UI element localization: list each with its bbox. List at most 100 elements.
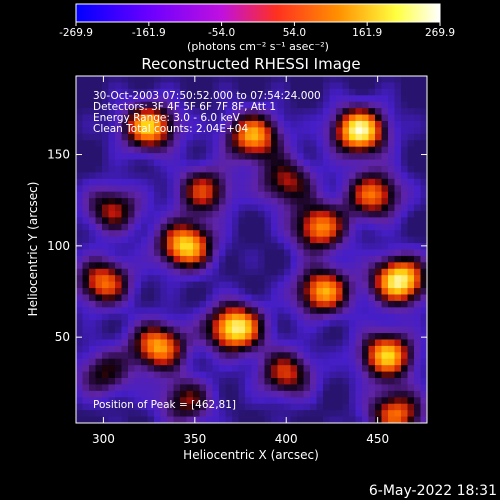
heatmap-cell [134, 300, 142, 308]
heatmap-cell [420, 108, 427, 116]
heatmap-cell [121, 288, 129, 296]
heatmap-cell [128, 268, 136, 276]
heatmap-cell [310, 236, 318, 244]
heatmap-cell [284, 262, 292, 270]
heatmap-cell [349, 108, 357, 116]
heatmap-cell [219, 223, 227, 231]
heatmap-cell [258, 76, 266, 84]
heatmap-cell [407, 384, 415, 392]
heatmap-cell [232, 82, 240, 90]
heatmap-cell [232, 243, 240, 251]
heatmap-cell [76, 275, 84, 283]
heatmap-cell [258, 255, 266, 263]
heatmap-cell [297, 384, 305, 392]
heatmap-cell [251, 326, 259, 334]
heatmap-cell [128, 217, 136, 225]
heatmap-cell [368, 384, 376, 392]
heatmap-cell [297, 243, 305, 251]
heatmap-cell [303, 294, 311, 302]
heatmap-cell [95, 403, 103, 411]
heatmap-cell [329, 172, 337, 180]
heatmap-cell [271, 146, 279, 154]
heatmap-cell [349, 390, 357, 398]
heatmap-cell [76, 133, 84, 141]
heatmap-cell [219, 146, 227, 154]
heatmap-cell [323, 108, 331, 116]
heatmap-cell [258, 262, 266, 270]
heatmap-cell [219, 358, 227, 366]
heatmap-cell [264, 390, 272, 398]
heatmap-cell [329, 313, 337, 321]
heatmap-cell [95, 281, 103, 289]
heatmap-cell [303, 217, 311, 225]
heatmap-cell [245, 416, 253, 423]
heatmap-cell [245, 191, 253, 199]
heatmap-cell [336, 76, 344, 84]
heatmap-cell [258, 210, 266, 218]
heatmap-cell [180, 307, 188, 315]
heatmap-cell [316, 159, 324, 167]
heatmap-cell [180, 191, 188, 199]
heatmap-cell [381, 397, 389, 405]
heatmap-cell [219, 416, 227, 423]
heatmap-cell [141, 210, 149, 218]
heatmap-cell [115, 352, 123, 360]
heatmap-cell [232, 249, 240, 257]
heatmap-cell [147, 390, 155, 398]
heatmap-cell [173, 371, 181, 379]
heatmap-cell [115, 365, 123, 373]
heatmap-cell [349, 217, 357, 225]
heatmap-cell [284, 249, 292, 257]
heatmap-cell [186, 153, 194, 161]
heatmap-cell [134, 178, 142, 186]
heatmap-cell [336, 262, 344, 270]
heatmap-cell [284, 217, 292, 225]
heatmap-cell [147, 243, 155, 251]
heatmap-cell [407, 108, 415, 116]
heatmap-cell [193, 320, 201, 328]
heatmap-cell [82, 88, 90, 96]
heatmap-cell [401, 371, 409, 379]
heatmap-cell [134, 210, 142, 218]
heatmap-cell [89, 378, 97, 386]
heatmap-cell [199, 230, 207, 238]
heatmap-cell [394, 365, 402, 373]
heatmap-cell [76, 397, 84, 405]
heatmap-cell [329, 378, 337, 386]
heatmap-cell [303, 416, 311, 423]
heatmap-cell [316, 217, 324, 225]
heatmap-cell [95, 313, 103, 321]
heatmap-cell [199, 249, 207, 257]
heatmap-cell [115, 101, 123, 109]
heatmap-cell [323, 320, 331, 328]
heatmap-cell [180, 378, 188, 386]
heatmap-cell [121, 352, 129, 360]
heatmap-cell [115, 275, 123, 283]
heatmap-cell [375, 146, 383, 154]
heatmap-cell [329, 410, 337, 418]
heatmap-cell [414, 76, 422, 84]
heatmap-cell [154, 390, 162, 398]
heatmap-cell [134, 153, 142, 161]
colorbar-tick-label: -269.9 [59, 27, 93, 39]
heatmap-cell [193, 230, 201, 238]
heatmap-cell [245, 313, 253, 321]
heatmap-cell [232, 345, 240, 353]
heatmap-cell [310, 191, 318, 199]
heatmap-cell [173, 120, 181, 129]
heatmap-cell [420, 88, 427, 96]
heatmap-cell [375, 352, 383, 360]
heatmap-cell [89, 210, 97, 218]
heatmap-cell [355, 133, 363, 141]
heatmap-cell [245, 333, 253, 341]
heatmap-cell [290, 275, 298, 283]
heatmap-cell [271, 140, 279, 148]
heatmap-cell [362, 371, 370, 379]
heatmap-cell [381, 416, 389, 423]
heatmap-cell [108, 390, 116, 398]
heatmap-cell [128, 230, 136, 238]
heatmap-cell [368, 223, 376, 231]
heatmap-cell [147, 236, 155, 244]
heatmap-cell [414, 313, 422, 321]
heatmap-cell [199, 243, 207, 251]
